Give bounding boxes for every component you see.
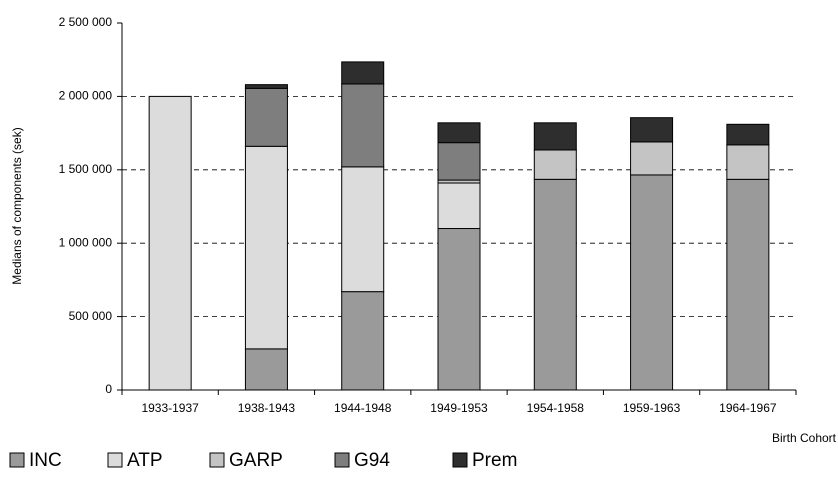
bar-segment [437,182,481,230]
bar-segment [244,84,288,89]
bar-segment [148,95,192,391]
bar-segment [341,83,385,168]
legend-swatch [452,452,468,468]
bar-segment [533,149,577,180]
bar-segment [244,145,288,350]
bar-segment [533,178,577,391]
legend-swatch [334,452,350,468]
x-axis-label: Birth Cohort [772,431,837,445]
y-tick-label: 2 000 000 [59,89,113,103]
y-axis-label: Medians of components (sek) [10,127,24,284]
x-tick-label: 1964-1967 [719,401,777,415]
bar-segment [726,178,770,391]
bar-segment [244,348,288,391]
bar-segment [341,291,385,391]
bar-segment [726,144,770,180]
x-tick-label: 1949-1953 [430,401,488,415]
bar-segment [630,141,674,176]
bar-segment [726,123,770,146]
y-tick-label: 2 500 000 [59,15,113,29]
bar-segment [437,142,481,181]
x-tick-label: 1954-1958 [527,401,585,415]
bar-segment [533,122,577,151]
legend-label: INC [29,450,62,471]
x-tick-label: 1938-1943 [238,401,296,415]
bar-segment [437,122,481,144]
y-tick-label: 0 [105,382,112,396]
x-tick-label: 1944-1948 [334,401,392,415]
legend-label: Prem [472,450,517,471]
bar-segment [630,117,674,143]
y-tick-label: 1 500 000 [59,162,113,176]
legend-label: GARP [229,450,283,471]
x-tick-label: 1933-1937 [141,401,199,415]
bar-segment [341,166,385,293]
y-tick-label: 500 000 [69,309,113,323]
bar-segment [630,174,674,391]
legend-swatch [107,452,123,468]
y-tick-label: 1 000 000 [59,235,113,249]
legend-swatch [9,452,25,468]
legend-swatch [209,452,225,468]
legend-label: ATP [127,450,163,471]
bar-segment [244,87,288,147]
legend-label: G94 [354,450,390,471]
x-tick-label: 1959-1963 [623,401,681,415]
bar-segment [341,61,385,85]
bar-segment [437,228,481,391]
